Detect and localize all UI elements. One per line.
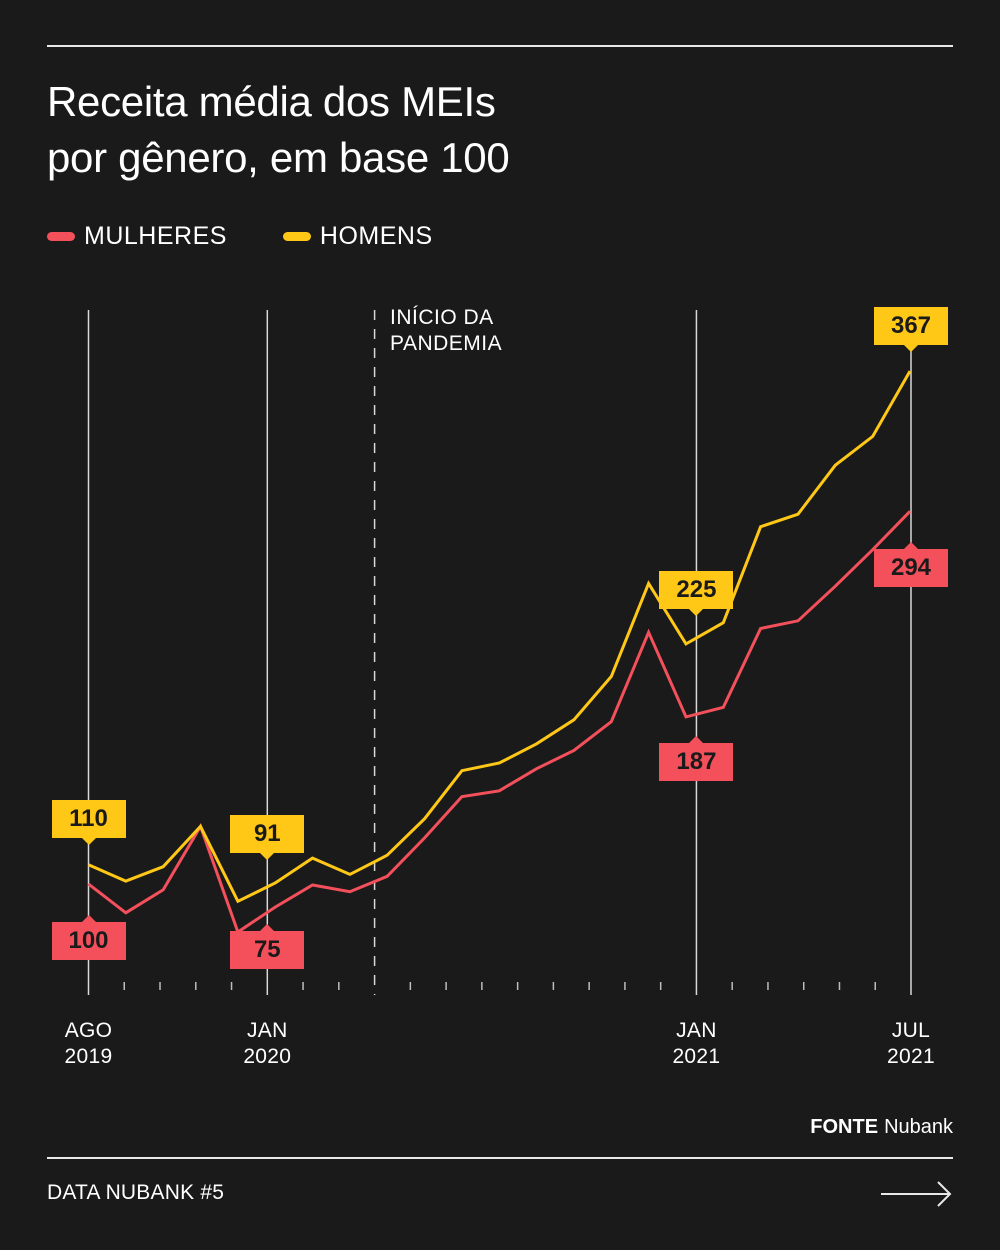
title-line-2: por gênero, em base 100 xyxy=(47,134,510,181)
top-rule xyxy=(47,45,953,47)
legend-item-homens: HOMENS xyxy=(282,222,433,251)
x-tick-label: JAN 2020 xyxy=(217,1018,317,1070)
x-tick-label-year: 2020 xyxy=(243,1045,292,1068)
bottom-rule xyxy=(47,1157,953,1159)
value-label-mulheres: 75 xyxy=(230,924,305,969)
pandemic-annotation-line-1: INÍCIO DA xyxy=(390,306,494,329)
legend-swatch-mulheres xyxy=(47,232,75,241)
value-label-mulheres: 100 xyxy=(51,915,126,960)
source-prefix: FONTE xyxy=(810,1116,879,1138)
title-line-1: Receita média dos MEIs xyxy=(47,78,496,125)
pandemic-annotation: INÍCIO DA PANDEMIA xyxy=(390,305,502,357)
source-name: Nubank xyxy=(884,1116,953,1138)
legend-label-mulheres: MULHERES xyxy=(84,222,227,250)
x-tick-label-year: 2019 xyxy=(64,1045,113,1068)
value-label-homens: 91 xyxy=(230,815,305,860)
legend-label-homens: HOMENS xyxy=(319,222,433,250)
value-label-homens: 110 xyxy=(51,800,126,845)
x-tick-label-month: JAN xyxy=(676,1019,717,1042)
legend-item-mulheres: MULHERES xyxy=(47,222,227,251)
value-label-mulheres: 187 xyxy=(659,736,734,781)
x-tick-label-year: 2021 xyxy=(887,1045,935,1068)
legend-swatch-homens xyxy=(282,232,311,241)
chart-title: Receita média dos MEIs por gênero, em ba… xyxy=(47,74,510,186)
x-tick-label: JAN 2021 xyxy=(646,1018,746,1070)
value-label-mulheres: 294 xyxy=(874,542,948,587)
series-line-mulheres xyxy=(87,510,912,935)
x-tick-label-month: JAN xyxy=(247,1019,288,1042)
pandemic-annotation-line-2: PANDEMIA xyxy=(390,332,503,355)
source-credit: FONTE Nubank xyxy=(810,1116,953,1139)
x-tick-label: JUL 2021 xyxy=(861,1018,961,1070)
value-label-homens: 367 xyxy=(874,307,948,352)
x-tick-label-month: JUL xyxy=(891,1019,931,1042)
x-tick-label-year: 2021 xyxy=(672,1045,721,1068)
value-label-homens: 225 xyxy=(659,571,734,616)
legend: MULHERES HOMENS xyxy=(47,222,489,251)
series-line-homens xyxy=(87,370,912,904)
footer-label: DATA NUBANK #5 xyxy=(47,1181,225,1204)
x-tick-label: AGO 2019 xyxy=(39,1018,139,1070)
x-tick-label-month: AGO xyxy=(64,1019,113,1042)
arrow-right-icon[interactable] xyxy=(881,1180,953,1208)
